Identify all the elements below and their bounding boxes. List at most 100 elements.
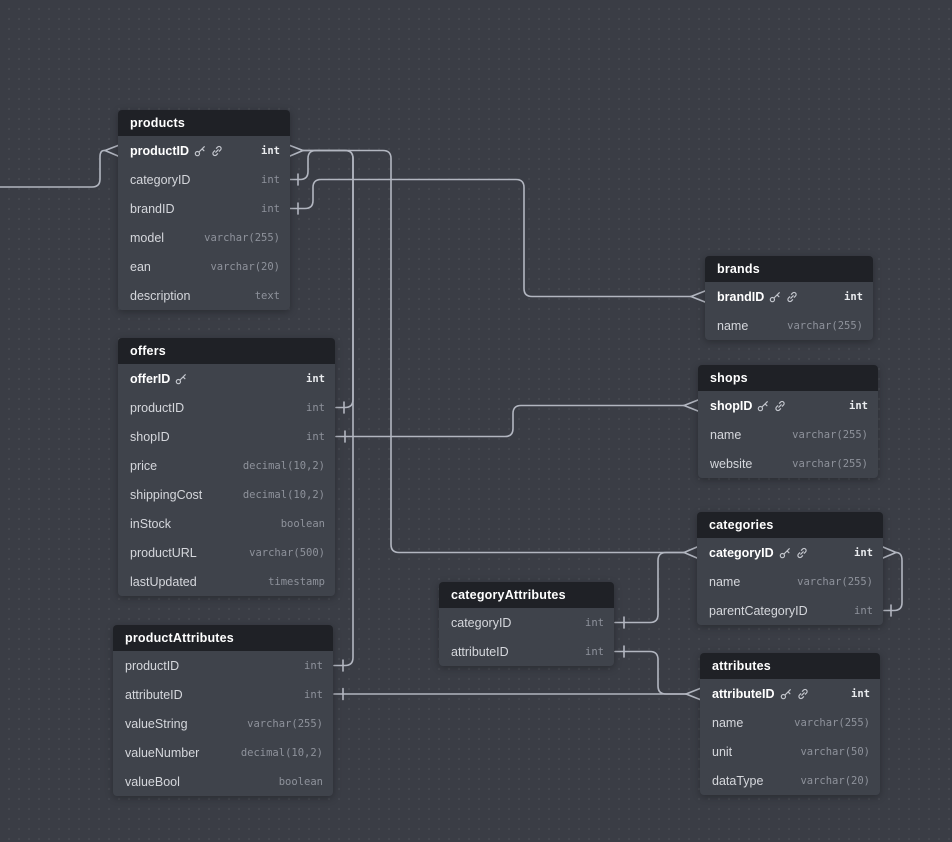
field-name: name <box>712 715 744 730</box>
field-name: name <box>709 574 741 589</box>
relationship-line[interactable] <box>335 404 685 438</box>
relationship-line[interactable] <box>883 551 903 612</box>
table-categoryAttributes[interactable]: categoryAttributes categoryID int attribute… <box>439 582 614 666</box>
field-row-attributeID[interactable]: attributeID int <box>439 637 614 666</box>
table-header[interactable]: brands <box>705 256 873 282</box>
table-header[interactable]: products <box>118 110 290 136</box>
relationship-marker <box>683 404 699 412</box>
table-header[interactable]: shops <box>698 365 878 391</box>
field-row-productID[interactable]: productID int <box>118 393 335 422</box>
relationship-productAttributes.attributeID-to-attributes.attributeID[interactable] <box>333 687 701 701</box>
field-row-productURL[interactable]: productURL varchar(500) <box>118 538 335 567</box>
table-offers[interactable]: offers offerID int productID int shopID int pri… <box>118 338 335 596</box>
relationship-line[interactable] <box>0 149 106 188</box>
relationship-categoryAttributes.attributeID-to-attributes.attributeID[interactable] <box>614 645 687 695</box>
relationship-line[interactable] <box>614 551 685 624</box>
field-row-lastUpdated[interactable]: lastUpdated timestamp <box>118 567 335 596</box>
field-row-productID[interactable]: productID int <box>118 136 290 165</box>
field-name: name <box>717 318 749 333</box>
field-row-unit[interactable]: unit varchar(50) <box>700 737 880 766</box>
key-icon <box>780 688 792 700</box>
field-row-price[interactable]: price decimal(10,2) <box>118 451 335 480</box>
table-shops[interactable]: shops shopID int name varchar(255) website var… <box>698 365 878 478</box>
field-row-valueString[interactable]: valueString varchar(255) <box>113 709 333 738</box>
field-name: description <box>130 288 191 303</box>
field-name: valueNumber <box>125 745 200 760</box>
field-row-dataType[interactable]: dataType varchar(20) <box>700 766 880 795</box>
field-name: parentCategoryID <box>709 603 808 618</box>
field-row-valueNumber[interactable]: valueNumber decimal(10,2) <box>113 738 333 767</box>
field-row-categoryID[interactable]: categoryID int <box>439 608 614 637</box>
table-header[interactable]: productAttributes <box>113 625 333 651</box>
field-row-attributeID[interactable]: attributeID int <box>113 680 333 709</box>
field-row-description[interactable]: description text <box>118 281 290 310</box>
field-type: int <box>585 616 604 629</box>
field-type: int <box>849 399 868 412</box>
field-row-brandID[interactable]: brandID int <box>118 194 290 223</box>
table-categories[interactable]: categories categoryID int name varchar(255) p… <box>697 512 883 625</box>
field-name: attributeID <box>451 644 509 659</box>
link-icon <box>796 547 808 559</box>
field-name: productURL <box>130 545 197 560</box>
field-name: website <box>710 456 753 471</box>
relationship-line[interactable] <box>289 178 692 298</box>
relationship-marker <box>683 546 698 554</box>
table-header[interactable]: categoryAttributes <box>439 582 614 608</box>
field-row-name[interactable]: name varchar(255) <box>698 420 878 449</box>
key-icon <box>194 145 206 157</box>
field-row-ean[interactable]: ean varchar(20) <box>118 252 290 281</box>
relationship-marker <box>104 149 119 157</box>
field-row-inStock[interactable]: inStock boolean <box>118 509 335 538</box>
field-row-categoryID[interactable]: categoryID int <box>697 538 883 567</box>
field-name: categoryID <box>451 615 512 630</box>
relationship-marker <box>690 290 706 298</box>
table-attributes[interactable]: attributes attributeID int name varchar(255)… <box>700 653 880 795</box>
field-row-website[interactable]: website varchar(255) <box>698 449 878 478</box>
table-header[interactable]: offers <box>118 338 335 364</box>
field-row-name[interactable]: name varchar(255) <box>700 708 880 737</box>
relationship-offscreen-left-to-products.productID[interactable] <box>0 144 119 188</box>
table-products[interactable]: products productID int categoryID int brandID… <box>118 110 290 310</box>
field-name: model <box>130 230 165 245</box>
relationship-offers.shopID-to-shops.shopID[interactable] <box>335 399 699 443</box>
table-header[interactable]: attributes <box>700 653 880 679</box>
relationship-marker <box>683 551 698 559</box>
field-row-shopID[interactable]: shopID int <box>698 391 878 420</box>
field-name: shippingCost <box>130 487 203 502</box>
field-row-offerID[interactable]: offerID int <box>118 364 335 393</box>
relationship-products.categoryID-to-categories.categoryID[interactable] <box>289 149 698 559</box>
field-name: brandID <box>717 289 765 304</box>
field-row-shopID[interactable]: shopID int <box>118 422 335 451</box>
field-type: int <box>306 401 325 414</box>
table-header[interactable]: categories <box>697 512 883 538</box>
table-productAttributes[interactable]: productAttributes productID int attributeID… <box>113 625 333 796</box>
field-row-model[interactable]: model varchar(255) <box>118 223 290 252</box>
relationship-categories.parentCategoryID-to-categories.categoryID[interactable] <box>882 546 903 617</box>
field-name: inStock <box>130 516 171 531</box>
field-name: offerID <box>130 371 171 386</box>
key-icon <box>175 373 187 385</box>
field-row-valueBool[interactable]: valueBool boolean <box>113 767 333 796</box>
field-row-attributeID[interactable]: attributeID int <box>700 679 880 708</box>
relationship-marker <box>685 687 701 695</box>
field-type: int <box>851 687 870 700</box>
field-row-parentCategoryID[interactable]: parentCategoryID int <box>697 596 883 625</box>
field-type: decimal(10,2) <box>242 459 325 472</box>
relationship-categoryAttributes.categoryID-to-categories.categoryID[interactable] <box>614 551 685 629</box>
relationship-line[interactable] <box>289 149 685 554</box>
relationship-products.brandID-to-brands.brandID[interactable] <box>289 178 706 303</box>
field-row-name[interactable]: name varchar(255) <box>705 311 873 340</box>
table-brands[interactable]: brands brandID int name varchar(255) <box>705 256 873 340</box>
field-name: categoryID <box>130 172 191 187</box>
link-icon <box>774 400 786 412</box>
field-row-name[interactable]: name varchar(255) <box>697 567 883 596</box>
field-name: shopID <box>710 398 753 413</box>
relationship-line[interactable] <box>614 650 687 695</box>
relationship-marker <box>882 551 897 559</box>
field-row-shippingCost[interactable]: shippingCost decimal(10,2) <box>118 480 335 509</box>
relationship-marker <box>690 295 706 303</box>
field-row-categoryID[interactable]: categoryID int <box>118 165 290 194</box>
field-row-productID[interactable]: productID int <box>113 651 333 680</box>
field-row-brandID[interactable]: brandID int <box>705 282 873 311</box>
